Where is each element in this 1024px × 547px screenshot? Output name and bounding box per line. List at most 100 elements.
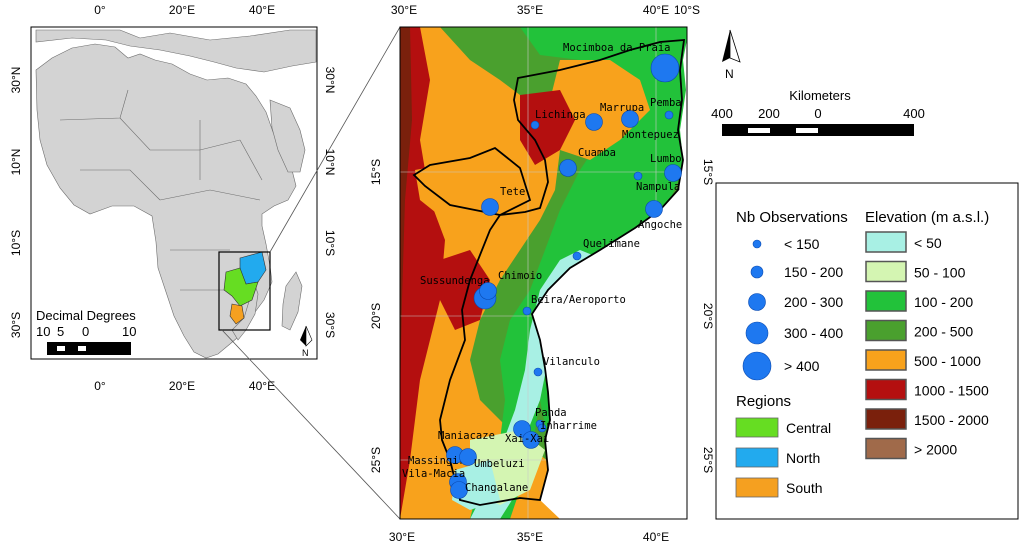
elevation-label: 200 - 500	[914, 324, 973, 340]
station-label: Maniacaze	[438, 430, 495, 442]
overview-north-label: N	[302, 348, 309, 358]
station-label: Changalane	[465, 482, 528, 494]
station-label: Mocimboa da Praia	[563, 42, 670, 54]
station-label: Umbeluzi	[474, 458, 525, 470]
overview-left-tick: 30°S	[9, 312, 23, 338]
overview-scale-label: 10	[122, 324, 136, 339]
mozambique-border	[412, 39, 686, 506]
station-label: Xai-Xai	[505, 433, 549, 445]
overview-inset-rectangle	[218, 251, 271, 331]
station-label: Massingir	[408, 455, 465, 467]
overview-bottom-tick: 0°	[94, 379, 106, 393]
overview-borders	[59, 89, 263, 291]
station-label: Vilanculo	[543, 356, 600, 368]
elevation-label: < 50	[914, 235, 942, 251]
region-label: Central	[786, 420, 831, 436]
station-label: Panda	[535, 407, 567, 419]
obs-marker-2	[750, 265, 764, 279]
north-arrow-icon: N	[722, 29, 741, 81]
station-marker	[450, 481, 468, 499]
station-marker	[530, 120, 540, 130]
station-label: Angoche	[638, 219, 682, 231]
overview-scale-title: Decimal Degrees	[36, 308, 136, 323]
region-south-shape	[229, 303, 245, 325]
station-label: Lumbo	[650, 153, 682, 165]
km-scale-label: 400	[711, 106, 733, 121]
km-scale-label: 400	[903, 106, 925, 121]
overview-north-arrow-icon: N	[300, 325, 313, 358]
station-marker	[645, 200, 663, 218]
overview-map: 0° 20°E 40°E 0° 20°E 40°E 30°N 10°N 10°S…	[9, 3, 401, 520]
overview-top-tick: 40°E	[249, 3, 275, 17]
overview-left-tick: 30°N	[9, 67, 23, 94]
station-label: Beira/Aeroporto	[531, 294, 626, 306]
km-scale-title: Kilometers	[789, 88, 851, 103]
station-label: Vila-Macia	[402, 468, 465, 480]
station-marker	[664, 110, 674, 120]
station-marker	[633, 171, 643, 181]
overview-right-tick: 30°N	[323, 67, 337, 94]
region-swatch	[735, 417, 779, 438]
legend-obs-item: < 150	[784, 236, 820, 252]
overview-top-tick: 20°E	[169, 3, 195, 17]
detail-top-tick: 10°S	[674, 3, 700, 17]
obs-marker-3	[748, 293, 766, 311]
zoom-line-top	[269, 26, 401, 253]
elevation-swatch	[865, 260, 907, 283]
north-arrow-label: N	[725, 67, 734, 81]
station-label: Inharrime	[540, 420, 597, 432]
legend-obs-title: Nb Observations	[736, 209, 848, 226]
elevation-label: > 2000	[914, 442, 957, 458]
station-label: Pemba	[650, 97, 682, 109]
elevation-label: 1000 - 1500	[914, 383, 989, 399]
detail-left-tick: 15°S	[369, 159, 383, 185]
overview-right-tick: 10°S	[323, 230, 337, 256]
detail-map-frame	[399, 26, 688, 520]
station-marker	[664, 164, 682, 182]
station-label: Sussundenga	[420, 275, 490, 287]
region-label: North	[786, 450, 820, 466]
station-marker	[585, 113, 603, 131]
obs-marker-4	[745, 321, 769, 345]
obs-marker-1	[752, 239, 762, 249]
detail-bottom-tick: 40°E	[643, 530, 669, 544]
overview-left-tick: 10°N	[9, 149, 23, 176]
detail-bottom-tick: 35°E	[517, 530, 543, 544]
elevation-swatch	[865, 437, 907, 460]
detail-map: 30°E 35°E 40°E 10°S 30°E 35°E 40°E 15°S …	[369, 3, 715, 544]
station-label: Quelimane	[583, 238, 640, 250]
elevation-label: 1500 - 2000	[914, 412, 989, 428]
region-swatch	[735, 447, 779, 468]
station-marker	[533, 367, 543, 377]
km-scale-label: 0	[814, 106, 821, 121]
detail-bottom-tick: 30°E	[389, 530, 415, 544]
overview-scale-label: 10	[36, 324, 50, 339]
detail-left-tick: 25°S	[369, 447, 383, 473]
overview-top-tick: 0°	[94, 3, 106, 17]
legend-elevation-list: < 50 50 - 100 100 - 200 200 - 500 500 - 1000…	[865, 231, 989, 460]
overview-bottom-tick: 20°E	[169, 379, 195, 393]
legend-region-list: Central North South	[735, 417, 831, 498]
region-label: South	[786, 480, 823, 496]
elevation-label: 50 - 100	[914, 265, 966, 281]
region-swatch	[735, 477, 779, 498]
elevation-swatch	[865, 378, 907, 401]
station-label: Chimoio	[498, 270, 542, 282]
detail-top-tick: 40°E	[643, 3, 669, 17]
station-marker	[572, 251, 582, 261]
elevation-swatch	[865, 408, 907, 430]
obs-marker-5	[742, 351, 772, 381]
km-scale-label: 200	[758, 106, 780, 121]
elevation-raster	[400, 27, 687, 519]
elevation-swatch	[865, 231, 907, 253]
legend: Nb Observations < 150 150 - 200 200 - 30…	[715, 182, 1019, 520]
overview-scale-label: 5	[57, 324, 64, 339]
legend-obs-item: 200 - 300	[784, 294, 843, 310]
station-marker	[537, 423, 547, 433]
elevation-swatch	[865, 349, 907, 371]
overview-right-tick: 10°N	[323, 149, 337, 176]
legend-obs-item: > 400	[784, 358, 820, 374]
detail-right-tick: 15°S	[701, 159, 715, 185]
station-marker	[621, 110, 639, 128]
